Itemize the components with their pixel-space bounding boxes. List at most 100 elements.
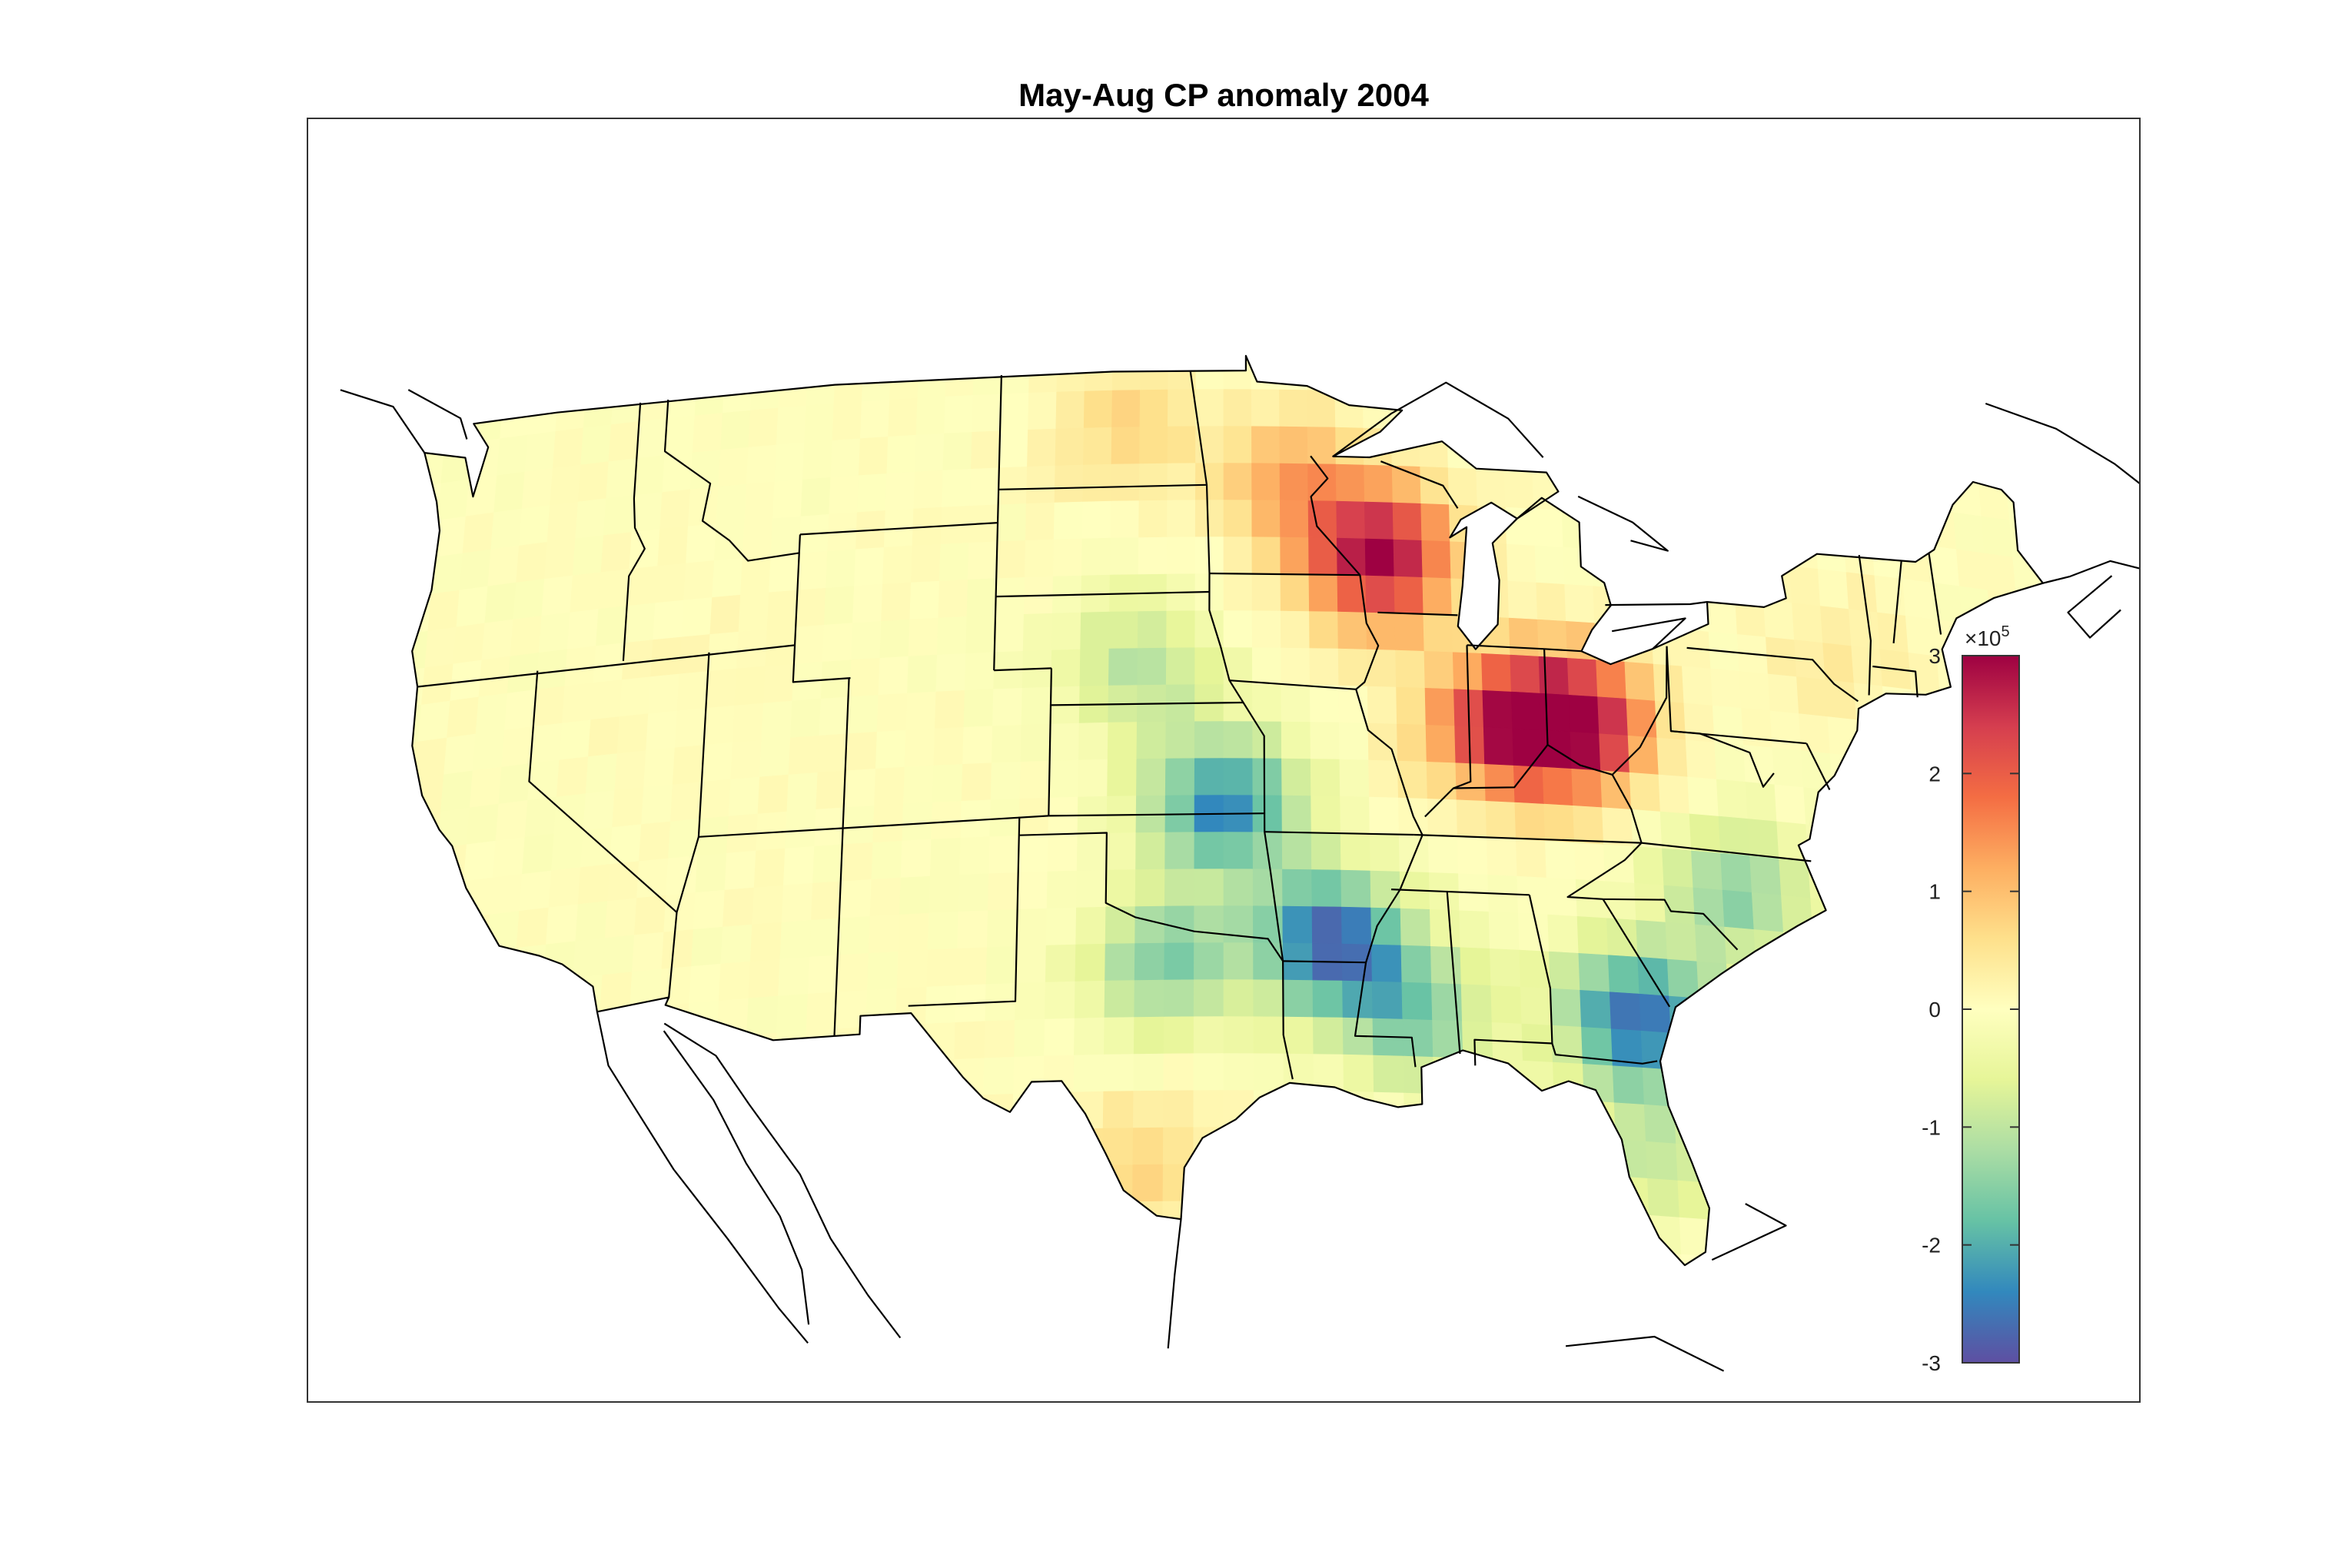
heatmap-cell <box>1281 647 1311 686</box>
heatmap-cell <box>1223 646 1253 685</box>
heatmap-cell <box>839 915 871 955</box>
heatmap-cell <box>604 897 637 938</box>
heatmap-cell <box>1134 905 1165 944</box>
heatmap-cell <box>1340 869 1371 908</box>
heatmap-cell <box>497 434 529 476</box>
state-border <box>908 816 1021 1007</box>
heatmap-cell <box>583 789 616 831</box>
state-border <box>1424 645 1472 818</box>
heatmap-cell <box>1310 721 1340 759</box>
heatmap-cell <box>1364 501 1394 540</box>
heatmap-cell <box>1424 687 1455 726</box>
heatmap-cell <box>1394 576 1424 615</box>
heatmap-cell <box>826 548 856 588</box>
heatmap-cell <box>662 451 693 493</box>
state-border <box>1467 644 1582 653</box>
heatmap-cell <box>681 596 713 637</box>
heatmap-cell <box>546 903 579 945</box>
heatmap-cell <box>559 719 592 760</box>
heatmap-cell <box>934 689 965 729</box>
heatmap-cell <box>440 769 473 812</box>
heatmap-cell <box>942 431 973 470</box>
heatmap-cell <box>938 542 969 581</box>
heatmap-cell <box>1335 463 1365 502</box>
heatmap-cell <box>1825 679 1857 720</box>
heatmap-cell <box>1510 654 1540 693</box>
heatmap-cell <box>1506 543 1537 583</box>
heatmap-cell <box>955 946 988 986</box>
heatmap-cell <box>1312 979 1344 1018</box>
heatmap-cell <box>1223 1052 1254 1091</box>
heatmap-cell <box>1167 462 1196 500</box>
heatmap-cell <box>854 546 885 586</box>
heatmap-cell <box>1279 389 1308 427</box>
heatmap-cell <box>908 617 939 656</box>
heatmap-cell <box>1429 909 1461 948</box>
heatmap-cell <box>1395 649 1426 689</box>
heatmap-cell <box>1550 988 1582 1028</box>
state-border <box>799 522 998 536</box>
heatmap-cell <box>1138 537 1168 575</box>
heatmap-cell <box>1282 979 1314 1018</box>
heatmap-cell <box>1075 943 1106 982</box>
heatmap-cell <box>1139 426 1168 464</box>
heatmap-cell <box>1485 800 1517 839</box>
heatmap-cell <box>1109 537 1139 575</box>
heatmap-cell <box>619 676 651 717</box>
heatmap-cell <box>967 540 998 580</box>
heatmap-cell <box>982 1056 1015 1095</box>
figure-title: May-Aug CP anomaly 2004 <box>1018 77 1429 113</box>
heatmap-cell <box>1338 722 1369 760</box>
heatmap-cell <box>1044 1018 1075 1056</box>
heatmap-cell <box>1076 869 1107 908</box>
heatmap-cell <box>1280 573 1310 612</box>
heatmap-cell <box>641 783 673 825</box>
heatmap-cell <box>1134 979 1165 1018</box>
colorbar-tick-label: -1 <box>1922 1115 1941 1139</box>
heatmap-cell <box>909 580 940 620</box>
heatmap-cell <box>1364 464 1394 503</box>
heatmap-cell <box>797 550 828 590</box>
heatmap-cell <box>905 691 937 730</box>
heatmap-cell <box>1607 954 1640 994</box>
heatmap-cell <box>1739 670 1771 711</box>
heatmap-cell <box>832 400 862 440</box>
heatmap-cell <box>812 843 845 883</box>
heatmap-cell <box>903 765 935 804</box>
heatmap-cell <box>1252 720 1282 759</box>
heatmap-cell <box>1460 983 1493 1023</box>
state-border <box>1209 572 1360 576</box>
heatmap-cell <box>998 429 1028 468</box>
heatmap-cell <box>516 906 550 948</box>
heatmap-cell <box>1612 1065 1645 1105</box>
heatmap-cell <box>999 392 1029 431</box>
heatmap-cell <box>778 956 810 996</box>
heatmap-cell <box>572 534 604 576</box>
heatmap-cell <box>424 626 457 668</box>
heatmap-cell <box>575 497 607 539</box>
heatmap-cell <box>806 991 839 1031</box>
vancouver-island-coast <box>407 389 468 440</box>
heatmap-cell <box>659 488 691 530</box>
heatmap-cell <box>1048 759 1079 798</box>
heatmap-cell <box>1580 989 1612 1029</box>
heatmap-cell <box>1741 707 1773 748</box>
heatmap-cell <box>1309 647 1340 686</box>
heatmap-cell <box>1193 1015 1224 1054</box>
heatmap-cell <box>872 803 904 843</box>
heatmap-cell <box>566 608 600 649</box>
heatmap-cell <box>932 763 963 802</box>
heatmap-cell <box>817 733 849 772</box>
heatmap-cell <box>1513 765 1544 804</box>
heatmap-cell <box>1021 686 1051 726</box>
heatmap-cell <box>1542 766 1573 806</box>
state-border <box>1283 960 1367 964</box>
heatmap-cell <box>1223 499 1253 537</box>
heatmap-cell <box>466 803 500 845</box>
heatmap-cell <box>1194 462 1224 500</box>
state-border <box>995 590 1210 598</box>
heatmap-cell <box>1423 650 1454 689</box>
heatmap-cell <box>1111 426 1141 464</box>
heatmap-cell <box>933 726 965 766</box>
state-border <box>1229 679 1357 690</box>
